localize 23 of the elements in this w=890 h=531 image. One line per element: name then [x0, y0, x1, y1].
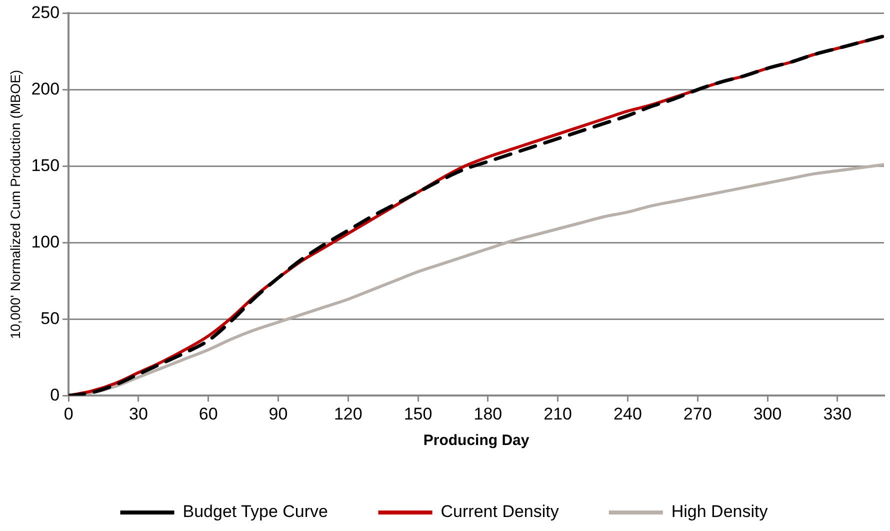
x-tick-label: 180: [474, 404, 502, 424]
x-tick-label: 90: [268, 404, 288, 424]
y-axis-title: 10,000' Normalized Cum Production (MBOE): [8, 70, 23, 339]
legend-label: Current Density: [440, 502, 560, 522]
y-tick-label: 100: [31, 232, 60, 252]
x-tick-label: 270: [683, 404, 712, 424]
x-tick-label: 30: [128, 404, 148, 424]
y-tick-label: 200: [31, 79, 60, 98]
x-tick-label: 120: [334, 404, 362, 424]
y-tick-label: 50: [40, 308, 60, 328]
y-tick-label: 150: [31, 156, 60, 175]
x-axis-title: Producing Day: [423, 432, 530, 450]
x-tick-label: 240: [614, 404, 642, 424]
x-tick-label: 150: [404, 404, 432, 424]
x-tick-label: 300: [753, 404, 782, 424]
legend-label: Budget Type Curve: [182, 502, 328, 522]
y-tick-label: 250: [31, 2, 60, 22]
x-tick-label: 60: [198, 404, 218, 424]
x-tick-label: 330: [823, 404, 852, 424]
x-tick-label: 0: [64, 404, 74, 424]
y-tick-label: 0: [50, 385, 60, 404]
x-tick-label: 210: [544, 404, 572, 424]
legend-label: High Density: [671, 502, 768, 522]
